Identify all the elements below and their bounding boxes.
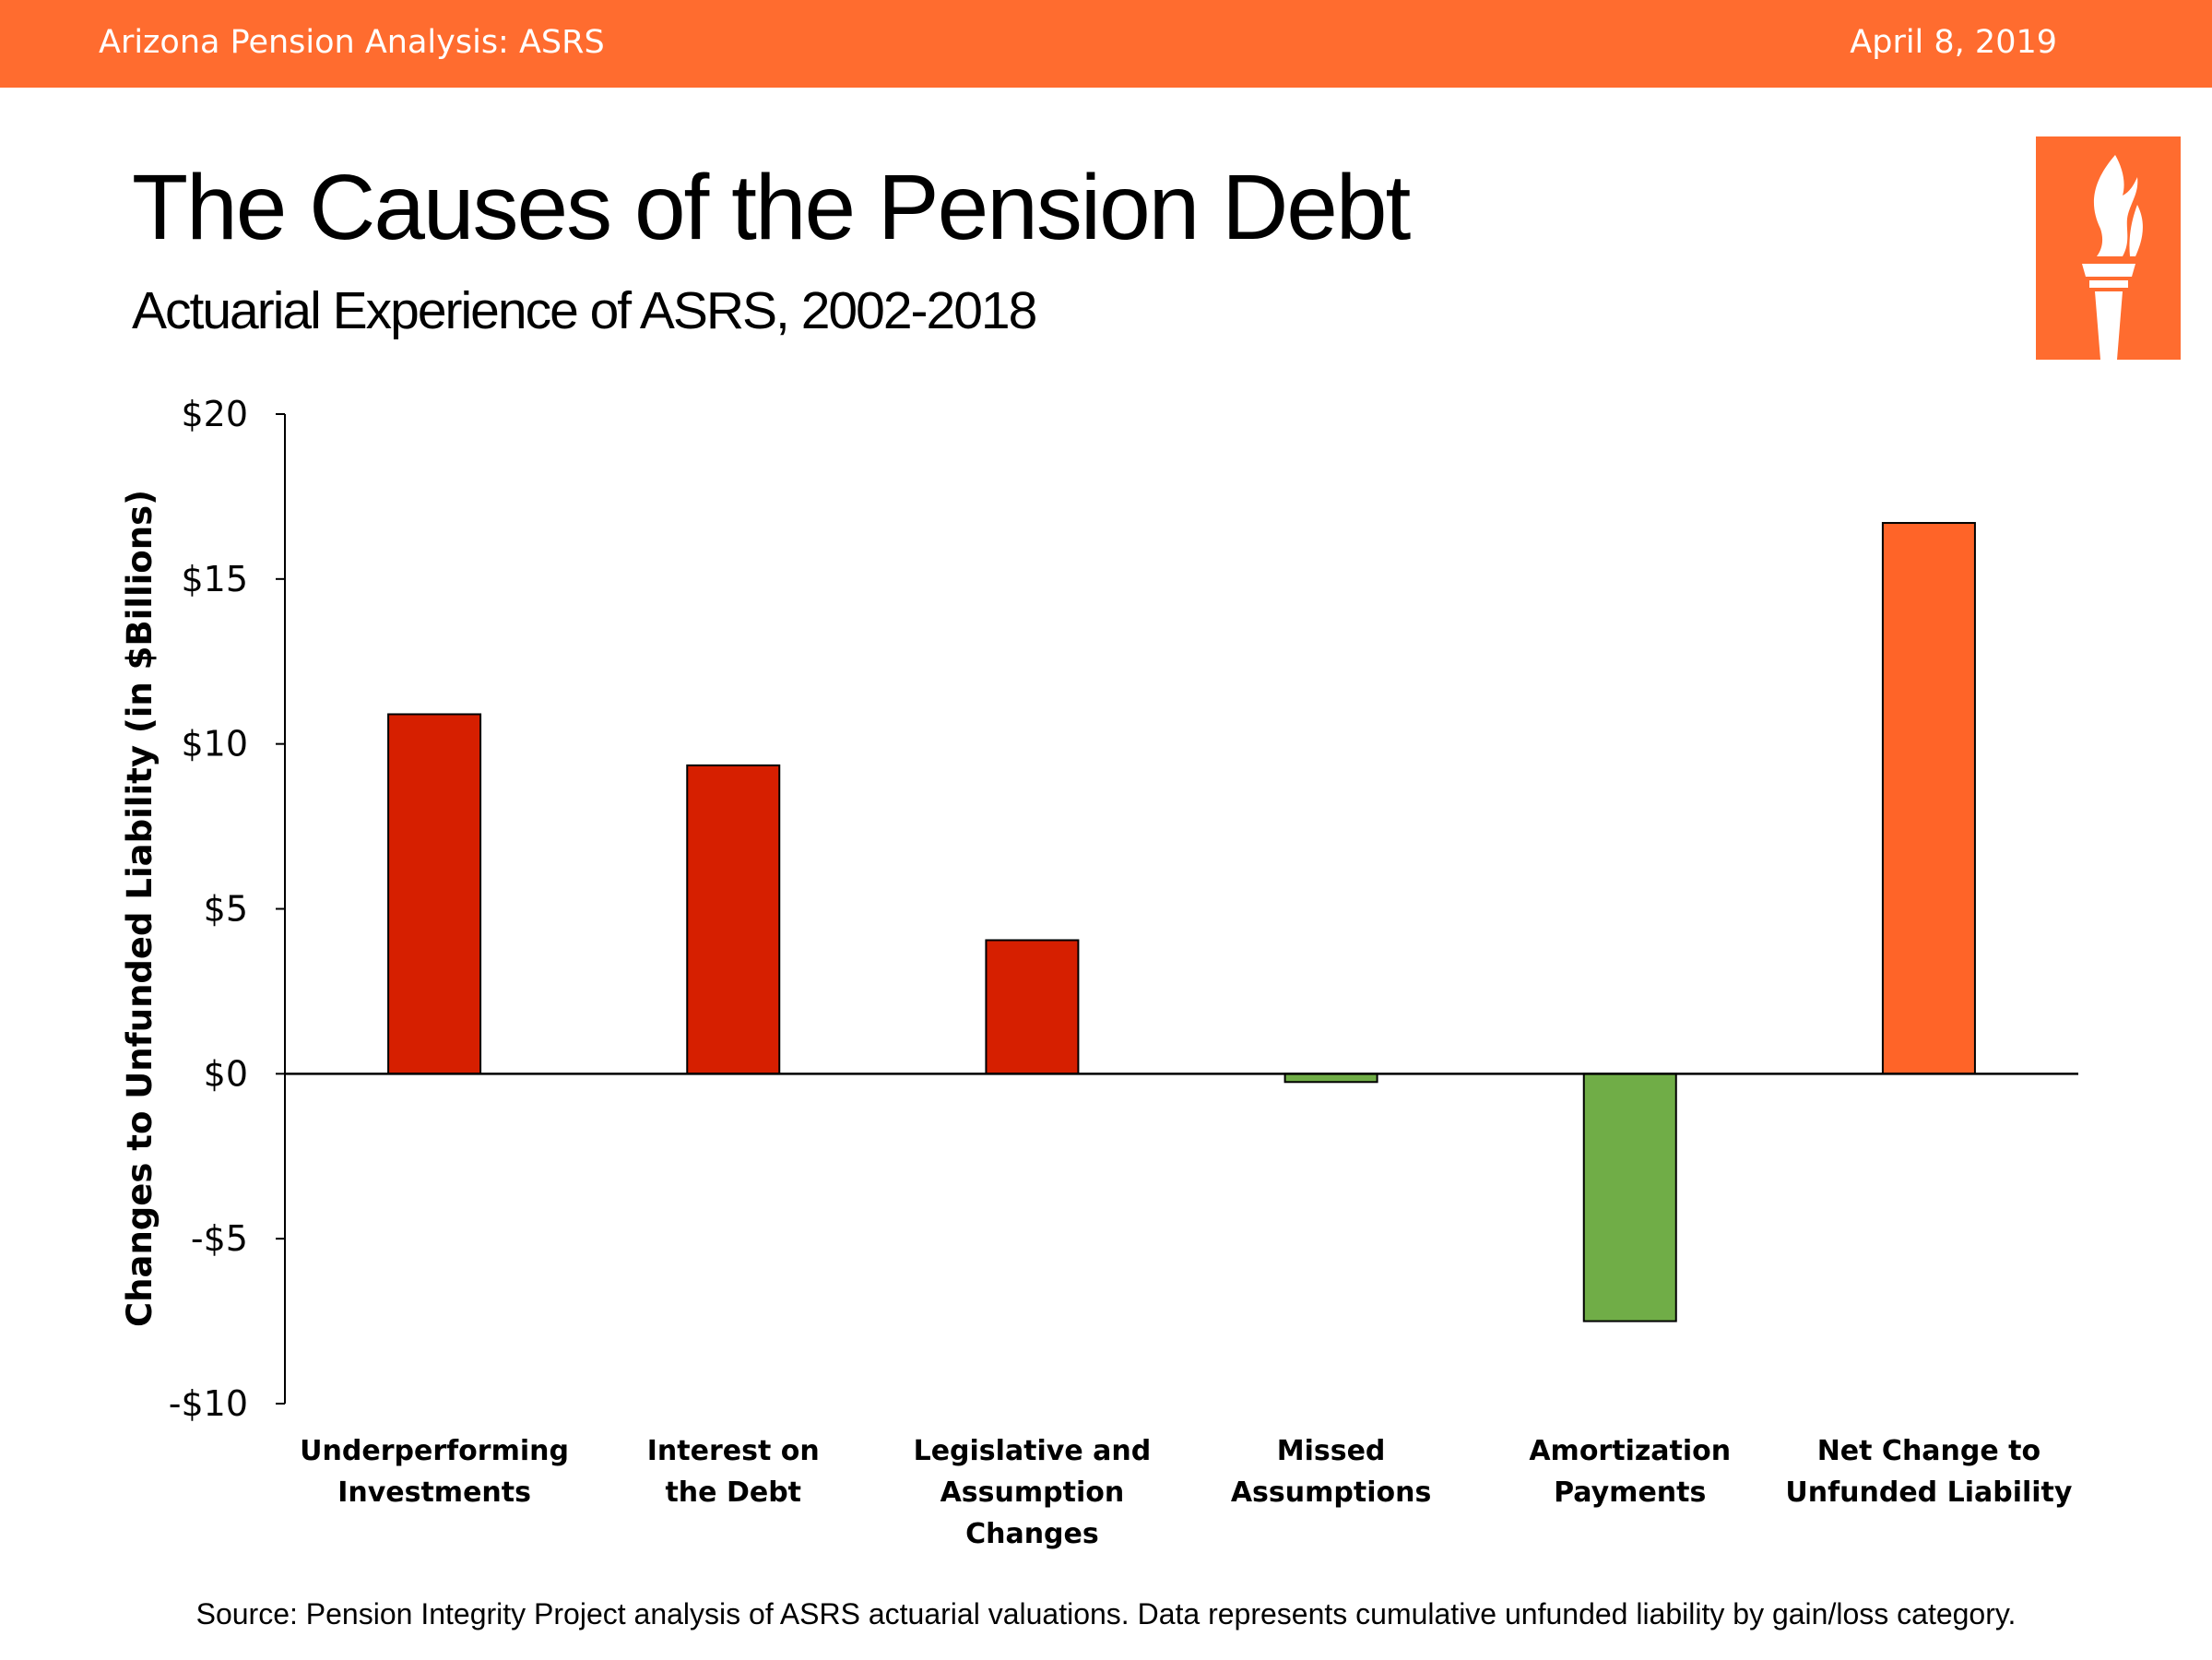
x-category-label: Underperforming Investments	[300, 1435, 569, 1509]
bars	[387, 522, 1976, 1322]
bar	[686, 764, 781, 1075]
y-tick-label: -$5	[191, 1218, 248, 1259]
bar	[387, 713, 482, 1075]
x-category-label: Net Change to Unfunded Liability	[1785, 1435, 2073, 1509]
y-tick-label: $0	[204, 1053, 248, 1094]
y-tick-label: $5	[204, 889, 248, 930]
y-tick-label: $10	[181, 724, 248, 765]
bar	[1283, 1073, 1378, 1084]
y-tick-label: $15	[181, 559, 248, 599]
header-title: Arizona Pension Analysis: ASRS	[99, 24, 605, 61]
bar	[1582, 1073, 1677, 1322]
x-category-label: Legislative and Assumption Changes	[914, 1435, 1152, 1550]
x-category-label: Interest on the Debt	[647, 1435, 820, 1509]
bar	[985, 939, 1080, 1075]
x-category-label: Missed Assumptions	[1231, 1435, 1431, 1509]
source-note: Source: Pension Integrity Project analys…	[195, 1597, 2017, 1630]
x-labels: Underperforming Investments Interest on the…	[300, 1435, 2073, 1550]
page-title: The Causes of the Pension Debt	[132, 156, 1411, 259]
y-tick-label: -$10	[169, 1383, 248, 1424]
header-date: April 8, 2019	[1850, 24, 2057, 61]
torch-icon	[2036, 136, 2181, 360]
header-bar: Arizona Pension Analysis: ASRS April 8, …	[0, 0, 2212, 88]
y-axis-title: Changes to Unfunded Liability (in $Billi…	[120, 490, 160, 1327]
y-ticks: $20 $15 $10 $5 $0 -$5 -$10	[169, 394, 285, 1424]
bar	[1881, 522, 1976, 1075]
y-tick-label: $20	[181, 394, 248, 434]
page-subtitle: Actuarial Experience of ASRS, 2002-2018	[132, 281, 1037, 340]
x-category-label: Amortization Payments	[1529, 1435, 1731, 1509]
